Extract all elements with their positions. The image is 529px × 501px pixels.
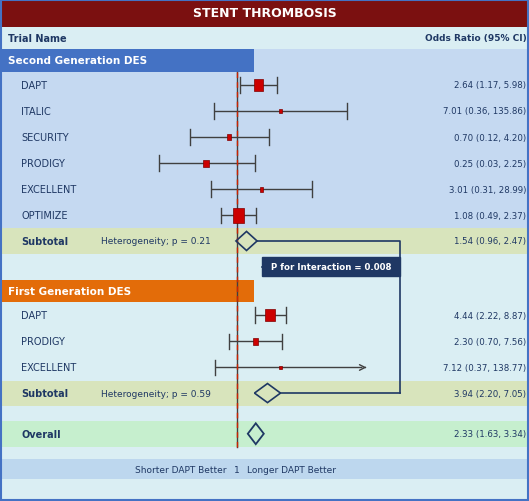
Bar [0, 203, 529, 229]
Text: ITALIC: ITALIC [21, 107, 51, 117]
Bar [254, 80, 263, 92]
Text: Overall: Overall [21, 429, 61, 439]
Text: 7.12 (0.37, 138.77): 7.12 (0.37, 138.77) [443, 363, 526, 372]
Bar [0, 177, 529, 203]
Text: Subtotal: Subtotal [21, 388, 68, 398]
Text: 1.54 (0.96, 2.47): 1.54 (0.96, 2.47) [454, 237, 526, 246]
Bar [0, 99, 529, 125]
Bar [0, 406, 529, 421]
Bar [0, 254, 529, 280]
Bar [252, 338, 258, 345]
Text: 1.08 (0.49, 2.37): 1.08 (0.49, 2.37) [454, 211, 526, 220]
Text: EXCELLENT: EXCELLENT [21, 363, 76, 373]
Bar [0, 0, 529, 28]
Bar [233, 209, 244, 223]
Bar [279, 366, 282, 369]
Bar [0, 50, 254, 73]
Text: Subtotal: Subtotal [21, 236, 68, 246]
Bar [254, 280, 529, 303]
Text: 0.70 (0.12, 4.20): 0.70 (0.12, 4.20) [454, 133, 526, 142]
Bar [0, 50, 529, 73]
Bar [0, 125, 529, 151]
Text: OPTIMIZE: OPTIMIZE [21, 211, 68, 221]
Text: 7.01 (0.36, 135.86): 7.01 (0.36, 135.86) [443, 107, 526, 116]
Bar [266, 310, 275, 322]
Text: DAPT: DAPT [21, 81, 47, 91]
Text: 2.30 (0.70, 7.56): 2.30 (0.70, 7.56) [454, 337, 526, 346]
Text: P for Interaction = 0.008: P for Interaction = 0.008 [271, 263, 391, 272]
Bar [0, 381, 529, 406]
Bar [0, 229, 529, 254]
Text: 4.44 (2.22, 8.87): 4.44 (2.22, 8.87) [454, 311, 526, 320]
Text: Odds Ratio (95% CI): Odds Ratio (95% CI) [425, 35, 526, 43]
Bar [0, 329, 529, 355]
Text: Shorter DAPT Better: Shorter DAPT Better [135, 465, 226, 474]
Text: 3.01 (0.31, 28.99): 3.01 (0.31, 28.99) [449, 185, 526, 194]
Bar [0, 459, 529, 479]
Bar [203, 160, 209, 167]
Text: 2.33 (1.63, 3.34): 2.33 (1.63, 3.34) [454, 429, 526, 438]
Text: STENT THROMBOSIS: STENT THROMBOSIS [193, 8, 336, 20]
Bar [260, 187, 263, 192]
Text: Heterogeneity; p = 0.59: Heterogeneity; p = 0.59 [101, 389, 211, 398]
Bar [0, 280, 254, 303]
Bar [0, 421, 529, 447]
Bar [0, 355, 529, 381]
Text: Heterogeneity; p = 0.21: Heterogeneity; p = 0.21 [101, 237, 210, 246]
Text: SECURITY: SECURITY [21, 133, 69, 143]
Text: DAPT: DAPT [21, 311, 47, 321]
Text: PRODIGY: PRODIGY [21, 159, 65, 169]
Text: Longer DAPT Better: Longer DAPT Better [248, 465, 336, 474]
Bar [0, 280, 529, 303]
Text: EXCELLENT: EXCELLENT [21, 185, 76, 195]
Text: 1: 1 [234, 465, 240, 474]
Bar [262, 258, 400, 277]
Text: PRODIGY: PRODIGY [21, 337, 65, 347]
Bar [0, 447, 529, 459]
Bar [0, 28, 529, 50]
Text: First Generation DES: First Generation DES [8, 287, 131, 296]
Bar [0, 73, 529, 99]
Bar [227, 135, 231, 140]
Bar [0, 303, 529, 329]
Bar [254, 50, 529, 73]
Bar [0, 151, 529, 177]
Text: 3.94 (2.20, 7.05): 3.94 (2.20, 7.05) [454, 389, 526, 398]
Text: 0.25 (0.03, 2.25): 0.25 (0.03, 2.25) [454, 159, 526, 168]
Text: Second Generation DES: Second Generation DES [8, 57, 147, 66]
Text: 2.64 (1.17, 5.98): 2.64 (1.17, 5.98) [454, 81, 526, 90]
Text: Trial Name: Trial Name [8, 34, 67, 44]
Bar [279, 110, 282, 114]
